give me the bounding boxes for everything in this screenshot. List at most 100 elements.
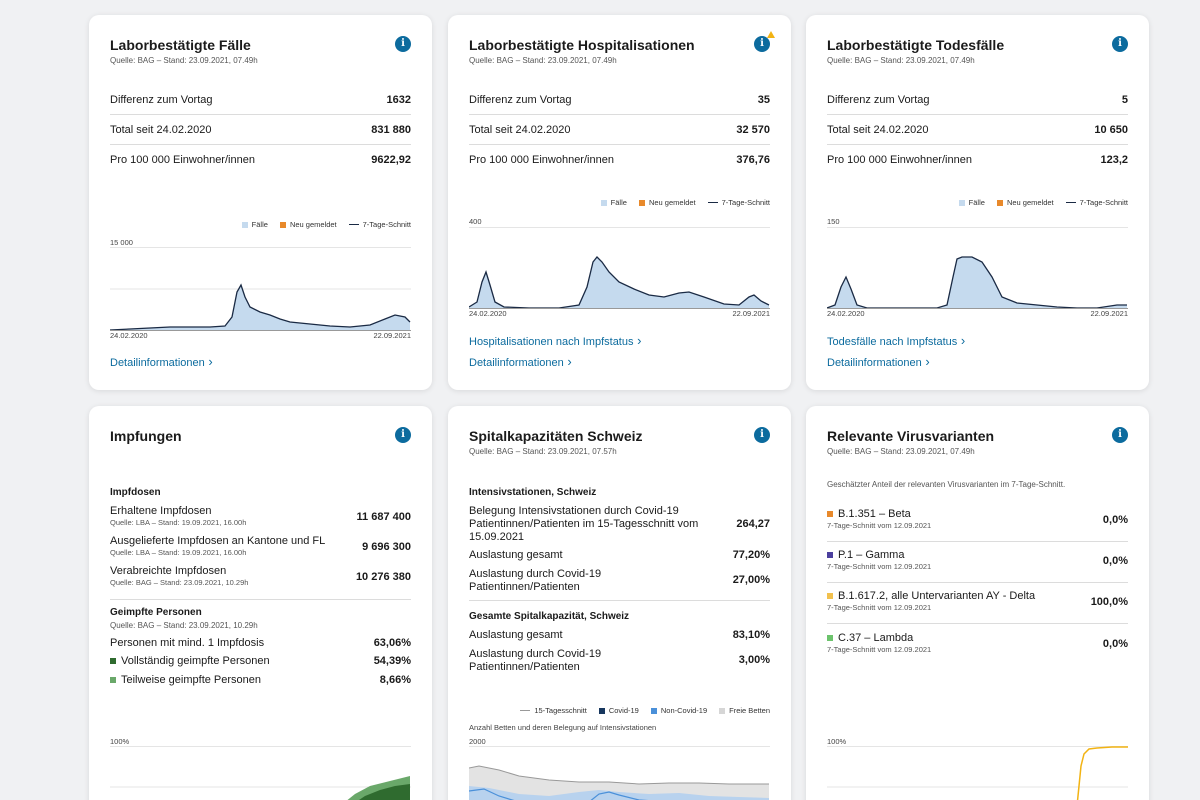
variant-row: B.1.351 – Beta 7-Tage-Schnitt vom 12.09.2… [827,508,1128,531]
detail-link[interactable]: Detailinformationen [110,354,213,369]
icu-row: Belegung Intensivstationen durch Covid-1… [469,505,770,544]
total-value: 3,00% [738,654,770,666]
variant-sub: 7-Tage-Schnitt vom 12.09.2021 [827,645,932,654]
info-icon[interactable]: i [395,427,411,443]
dose-value: 11 687 400 [356,511,411,523]
person-label: Vollständig geimpfte Personen [121,655,270,667]
impfstatus-link[interactable]: Todesfälle nach Impfstatus [827,333,965,348]
info-icon[interactable]: i [754,31,775,52]
legend-label: Non-Covid-19 [660,706,708,715]
new-swatch [996,199,1003,206]
info-icon[interactable]: i [754,427,770,443]
person-label: Teilweise geimpfte Personen [121,674,262,686]
dose-label: Ausgelieferte Impfdosen an Kantone und F… [110,535,326,547]
variants-intro: Geschätzter Anteil der relevanten Virusv… [827,480,1066,489]
legend-label: Neu gemeldet [648,198,696,207]
person-row: Personen mit mind. 1 Impfdosis 63,06% [110,637,411,650]
info-icon[interactable]: i [395,36,411,52]
detail-link[interactable]: Detailinformationen [827,354,930,369]
chart-legend: Fälle Neu gemeldet 7-Tage-Schnitt [600,198,770,207]
divider [110,599,411,600]
y-max-label: 150 [827,217,840,226]
chart-legend: Fälle Neu gemeldet 7-Tage-Schnitt [241,220,411,229]
variant-row: B.1.617.2, alle Untervarianten AY - Delt… [827,590,1128,613]
x-end-label: 22.09.2021 [373,331,411,340]
variant-sub: 7-Tage-Schnitt vom 12.09.2021 [827,603,932,612]
card-source: Quelle: BAG – Stand: 23.09.2021, 07.49h [827,56,975,65]
area-swatch [958,199,965,206]
variant-label: B.1.351 – Beta [838,508,911,520]
legend-label: Neu gemeldet [289,220,337,229]
dose-label: Verabreichte Impfdosen [110,565,227,577]
hosp-card: Laborbestätigte Hospitalisationen Quelle… [448,15,791,390]
vaccination-card: Impfungen i Impfdosen Erhaltene Impfdose… [89,406,432,800]
variant-value: 0,0% [1102,555,1128,567]
x-start-label: 24.02.2020 [469,309,507,318]
divider [827,623,1128,624]
person-value: 54,39% [373,655,411,667]
legend-label: Covid-19 [608,706,639,715]
partial-swatch [110,677,116,684]
total-label: Auslastung gesamt [469,629,563,641]
warning-icon [767,31,775,38]
stat-row: Pro 100 000 Einwohner/innen 376,76 [469,145,770,175]
stat-row: Pro 100 000 Einwohner/innen 123,2 [827,145,1128,175]
card-title: Laborbestätigte Fälle [110,37,251,53]
person-label: Personen mit mind. 1 Impfdosis [110,637,265,649]
legend-label: Fälle [968,198,985,207]
doses-heading: Impfdosen [110,487,161,498]
persons-heading: Geimpfte Personen [110,607,202,618]
total-row: Auslastung gesamt 83,10% [469,629,770,642]
area-swatch [600,199,607,206]
icu-value: 264,27 [736,518,770,530]
y-max-label: 15 000 [110,238,133,247]
icu-label: Auslastung gesamt [469,549,563,561]
covid-swatch [598,707,605,714]
variants-chart [827,746,1128,800]
legend-label: Fälle [610,198,627,207]
variant-label: B.1.617.2, alle Untervarianten AY - Delt… [838,590,1036,602]
stat-row: Differenz zum Vortag 35 [469,85,770,115]
delta-swatch [827,593,833,600]
stat-row: Differenz zum Vortag 1632 [110,85,411,115]
stat-label: Differenz zum Vortag [469,93,572,106]
card-title: Impfungen [110,428,182,444]
chart-legend: 15-Tagesschnitt Covid-19 Non-Covid-19 Fr… [520,706,770,715]
variant-sub: 7-Tage-Schnitt vom 12.09.2021 [827,521,932,530]
stat-label: Total seit 24.02.2020 [110,123,212,136]
stat-label: Differenz zum Vortag [827,93,930,106]
line-swatch [1065,201,1076,204]
deaths-chart [827,227,1128,309]
impfstatus-link[interactable]: Hospitalisationen nach Impfstatus [469,333,641,348]
info-icon[interactable]: i [1112,427,1128,443]
noncovid-swatch [650,707,657,714]
stat-value: 10 650 [1094,123,1128,136]
variant-label: C.37 – Lambda [838,632,914,644]
y-max-label: 2000 [469,737,486,746]
card-source: Quelle: BAG – Stand: 23.09.2021, 07.49h [110,56,258,65]
gamma-swatch [827,552,833,559]
stat-label: Pro 100 000 Einwohner/innen [827,154,972,166]
stat-row: Differenz zum Vortag 5 [827,85,1128,115]
legend-label: Neu gemeldet [1006,198,1054,207]
hosp-chart [469,227,770,309]
variant-value: 0,0% [1102,638,1128,650]
stat-label: Total seit 24.02.2020 [469,123,571,136]
total-label: Auslastung durch Covid-19 Patientinnen/P… [469,648,602,673]
chart-caption: Anzahl Betten und deren Belegung auf Int… [469,723,657,732]
dose-source: Quelle: LBA – Stand: 19.09.2021, 16.00h [110,548,247,557]
detail-link[interactable]: Detailinformationen [469,354,572,369]
stat-row: Total seit 24.02.2020 10 650 [827,115,1128,145]
icu-value: 77,20% [732,549,770,561]
line-swatch [348,223,359,226]
x-end-label: 22.09.2021 [732,309,770,318]
card-title: Spitalkapazitäten Schweiz [469,428,643,444]
chart-legend: Fälle Neu gemeldet 7-Tage-Schnitt [958,198,1128,207]
stat-value: 5 [1121,93,1128,106]
stat-label: Total seit 24.02.2020 [827,123,929,136]
icu-label: Auslastung durch Covid-19 Patientinnen/P… [469,568,602,593]
person-value: 8,66% [379,674,411,686]
icu-chart [469,746,770,800]
info-icon[interactable]: i [1112,36,1128,52]
stat-row: Pro 100 000 Einwohner/innen 9622,92 [110,145,411,175]
